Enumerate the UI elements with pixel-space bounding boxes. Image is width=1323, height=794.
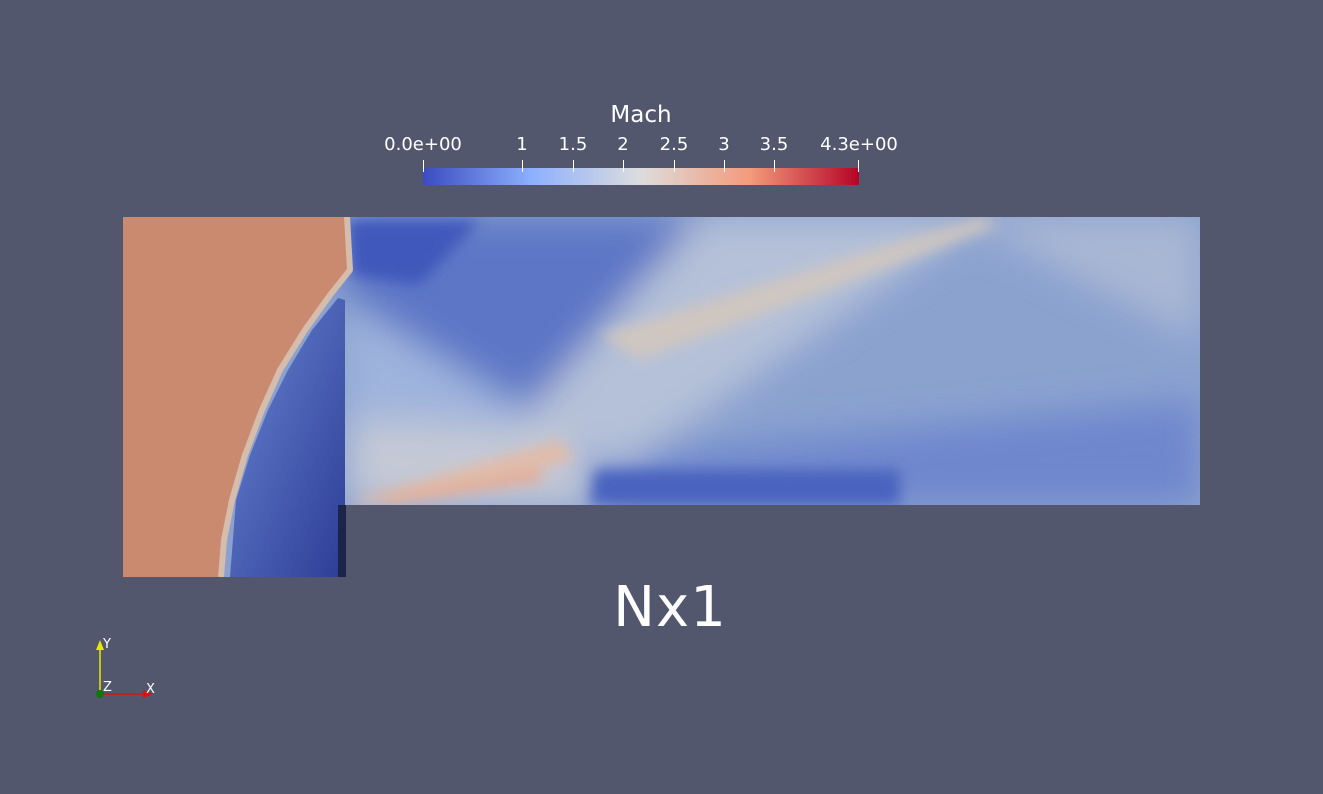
- colorbar-tick-mark: [724, 160, 725, 172]
- colorbar-tick-mark: [573, 160, 574, 172]
- colorbar-tick-mark: [674, 160, 675, 172]
- colorbar-min-label: 0.0e+00: [384, 134, 462, 155]
- colorbar-tick-label: 2: [617, 134, 629, 155]
- colorbar-tick-mark: [522, 160, 523, 172]
- flow-domain: [123, 217, 1200, 577]
- colorbar-tick-label: 3.5: [759, 134, 789, 155]
- axis-z-label: Z: [103, 680, 112, 695]
- colorbar-tick-mark: [774, 160, 775, 172]
- colorbar-tick-label: 3: [718, 134, 730, 155]
- colorbar-tick-label: 2.5: [659, 134, 689, 155]
- colorbar-tick-mark: [423, 160, 424, 172]
- case-label: Nx1: [613, 575, 727, 640]
- colorbar-tick-label: 1.5: [558, 134, 588, 155]
- axis-y-label: Y: [103, 637, 111, 652]
- colorbar-tick-label: 1: [516, 134, 528, 155]
- axis-x-label: X: [146, 682, 155, 697]
- orientation-axes: [96, 640, 153, 698]
- colorbar-tick-mark: [623, 160, 624, 172]
- colorbar-tick-mark: [858, 160, 859, 172]
- colorbar-max-label: 4.3e+00: [820, 134, 898, 155]
- colorbar-title: Mach: [610, 102, 672, 128]
- colorbar-gradient: [423, 168, 859, 185]
